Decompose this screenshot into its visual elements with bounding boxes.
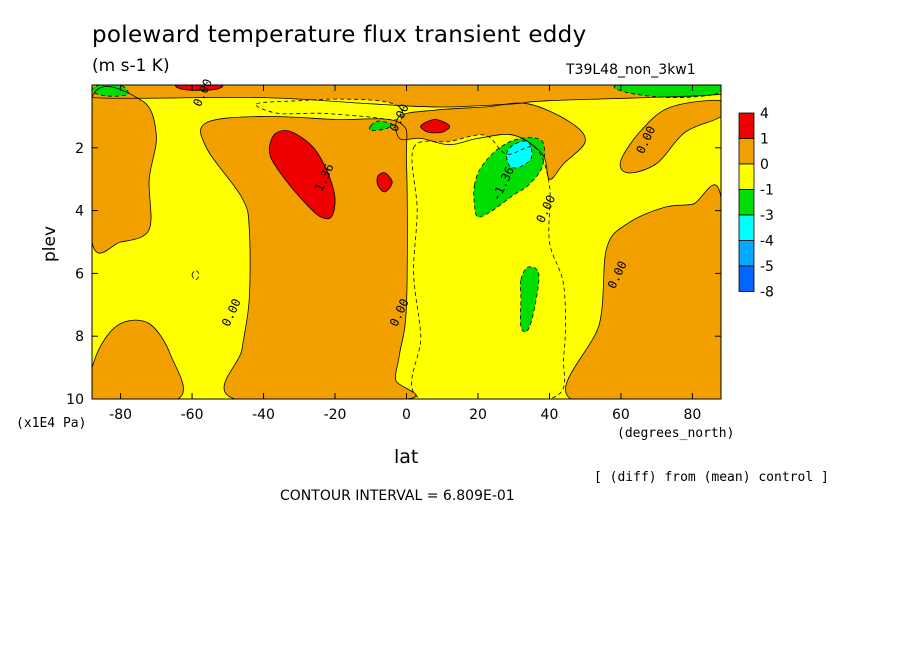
x-tick-label-5: 20 [469, 407, 487, 423]
filled-contours [92, 85, 721, 399]
contour-region-8 [255, 99, 403, 120]
contour-line-10 [473, 137, 545, 218]
colorbar-swatch-0 [738, 112, 755, 139]
x-axis-label: lat [394, 446, 419, 468]
contour-line-1 [92, 86, 157, 254]
contour-region-15 [506, 140, 532, 168]
contour-line-14 [369, 120, 393, 132]
y-axis: 2 4 6 8 10 [66, 141, 721, 408]
colorbar-label-5: -4 [760, 234, 774, 250]
contour-region-4 [565, 184, 721, 399]
contour-region-0 [92, 85, 721, 107]
contour-line-2 [200, 115, 417, 399]
chart-title: poleward temperature flux transient eddy [92, 22, 587, 48]
x-tick-label-3: -20 [324, 407, 347, 423]
y-tick-label-4: 10 [66, 392, 84, 408]
colorbar-label-2: 0 [760, 157, 769, 173]
y-tick-label-1: 4 [75, 204, 84, 220]
x-tick-label-1: -60 [181, 407, 204, 423]
contour-line-5 [619, 99, 721, 174]
colorbar-label-7: -8 [760, 285, 774, 301]
x-tick-label-8: 80 [683, 407, 701, 423]
x-axis-unit: (degrees_north) [617, 426, 735, 441]
contour-region-16 [269, 130, 336, 219]
contour-region-1 [92, 86, 157, 254]
colorbar-swatch-1 [738, 138, 755, 165]
colorbar: 4 1 0 -1 -3 -4 -5 -8 [738, 106, 774, 301]
contour-line-3 [395, 102, 586, 180]
y-axis-label: plev [40, 226, 60, 262]
contour-interval-label: CONTOUR INTERVAL = 6.809E-01 [280, 488, 515, 504]
contour-line-19 [175, 85, 224, 91]
x-tick-label-7: 60 [612, 407, 630, 423]
x-tick-label-6: 40 [541, 407, 559, 423]
contour-line-11 [519, 266, 540, 333]
contour-lines [92, 85, 721, 399]
y-tick-label-0: 2 [75, 141, 84, 157]
x-tick-label-4: 0 [402, 407, 411, 423]
colorbar-swatch-4 [738, 214, 755, 241]
colorbar-swatch-3 [738, 189, 755, 216]
colorbar-label-0: 4 [760, 106, 769, 122]
contour-region-13 [614, 85, 721, 98]
contour-line-4 [565, 184, 721, 399]
y-tick-label-2: 6 [75, 266, 84, 282]
contour-line-12 [92, 85, 129, 97]
contour-region-19 [175, 85, 223, 91]
colorbar-label-3: -1 [760, 183, 774, 199]
contour-region-18 [420, 119, 450, 133]
contour-region-11 [520, 266, 539, 332]
y-tick-label-3: 8 [75, 329, 84, 345]
units-label: (m s-1 K) [92, 56, 170, 76]
colorbar-label-6: -5 [760, 259, 774, 275]
contour-line-18 [420, 119, 450, 134]
contour-region-7 [411, 134, 566, 399]
contour-line-16 [268, 130, 336, 220]
contour-region-5 [620, 100, 721, 173]
diff-note: [ (diff) from (mean) control ] [594, 470, 829, 485]
x-axis: -80 -60 -40 -20 0 20 40 60 80 [109, 85, 701, 423]
run-label: T39L48_non_3kw1 [566, 62, 696, 78]
contour-line-7 [411, 134, 566, 399]
contour-line-13 [613, 85, 721, 99]
colorbar-swatch-2 [738, 163, 755, 190]
contour-region-9 [192, 270, 200, 280]
colorbar-swatch-6 [738, 265, 755, 292]
contour-line-17 [376, 172, 393, 193]
contour-region-2 [200, 116, 417, 399]
contour-region-17 [377, 172, 393, 192]
y-axis-unit: (x1E4 Pa) [16, 416, 87, 431]
x-tick-label-0: -80 [109, 407, 132, 423]
colorbar-swatch-5 [738, 240, 755, 267]
contour-region-6 [92, 320, 184, 399]
colorbar-label-1: 1 [760, 132, 769, 148]
x-tick-label-2: -40 [252, 407, 275, 423]
contour-line-15 [506, 140, 533, 169]
contour-line-6 [92, 319, 184, 399]
contour-line-8 [255, 98, 404, 121]
colorbar-label-4: -3 [760, 208, 774, 224]
